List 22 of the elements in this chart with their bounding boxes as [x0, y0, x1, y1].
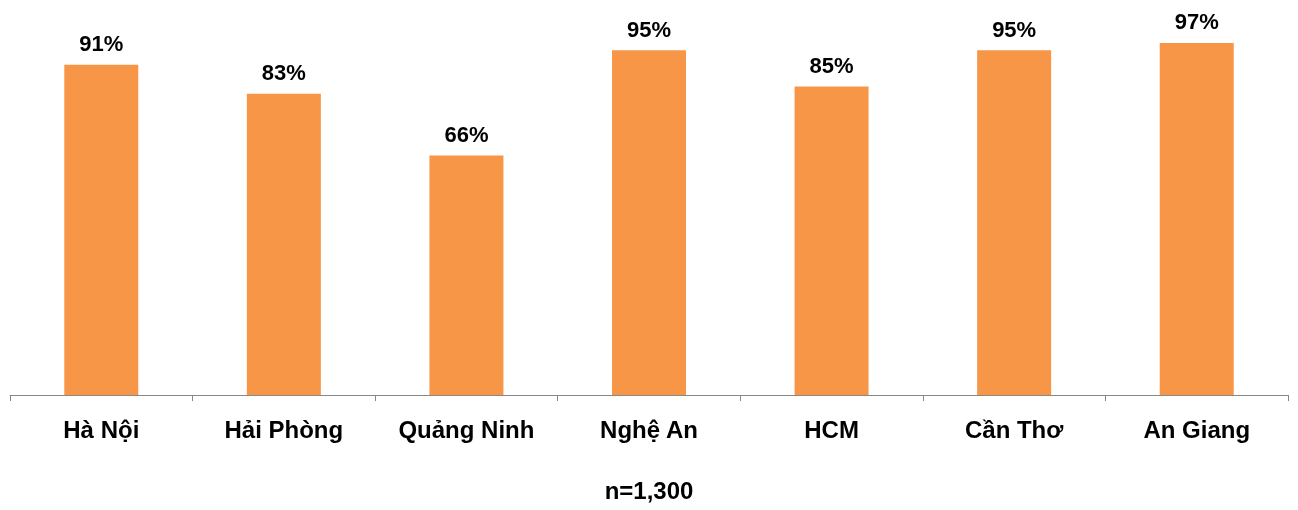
bar	[977, 50, 1052, 395]
data-label: 97%	[1174, 9, 1219, 35]
data-label: 66%	[444, 121, 489, 147]
x-tick-label: An Giang	[1143, 415, 1251, 443]
bar	[246, 93, 321, 395]
x-axis-title: n=1,300	[604, 476, 694, 504]
x-tick-label: Cần Thơ	[964, 415, 1065, 443]
bar	[1159, 42, 1234, 395]
x-tick-label: Hải Phòng	[224, 415, 344, 443]
data-label: 85%	[809, 52, 854, 78]
bar	[612, 50, 686, 395]
x-tick-label: Hà Nội	[63, 415, 140, 443]
bar	[429, 155, 504, 395]
data-label: 83%	[261, 60, 306, 86]
bar	[794, 86, 869, 395]
x-tick-label: HCM	[804, 415, 859, 443]
data-label: 91%	[79, 31, 124, 57]
x-tick-label: Quảng Ninh	[398, 415, 535, 443]
data-label: 95%	[992, 16, 1037, 42]
x-tick-label: Nghệ An	[600, 415, 698, 443]
bar	[64, 64, 139, 395]
data-label: 95%	[626, 16, 672, 42]
